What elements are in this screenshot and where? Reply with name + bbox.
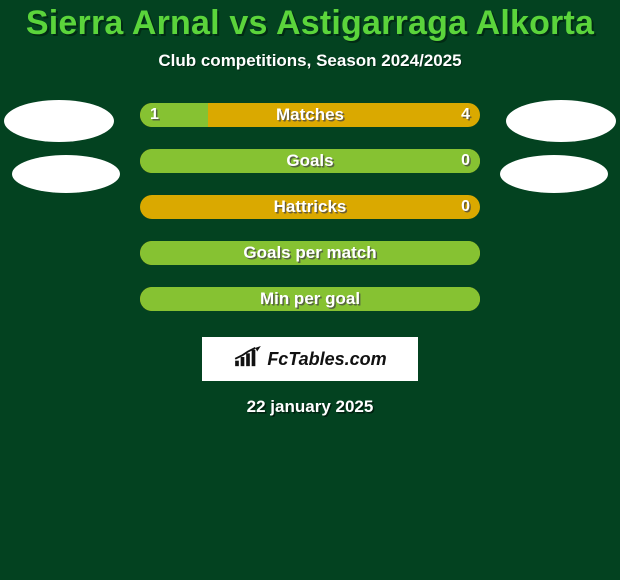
player-right-avatar-placeholder-bottom <box>500 155 608 193</box>
stat-label: Matches <box>276 105 344 124</box>
stat-label: Goals per match <box>243 243 376 262</box>
stat-left-value: 1 <box>150 103 159 127</box>
stat-label: Min per goal <box>260 289 360 308</box>
stat-row-goals-per-match: Goals per match <box>140 241 480 265</box>
stat-row-goals: Goals 0 <box>140 149 480 173</box>
footer-date: 22 january 2025 <box>0 397 620 417</box>
stat-right-value: 4 <box>461 103 470 127</box>
stat-right-value: 0 <box>461 195 470 219</box>
stat-row-min-per-goal: Min per goal <box>140 287 480 311</box>
stat-label: Hattricks <box>274 197 347 216</box>
page-subtitle: Club competitions, Season 2024/2025 <box>0 51 620 71</box>
player-left-avatar-placeholder-top <box>4 100 114 142</box>
brand-text: FcTables.com <box>267 349 386 370</box>
page-title: Sierra Arnal vs Astigarraga Alkorta <box>26 4 594 43</box>
stat-rows: 1 Matches 4 Goals 0 Hattricks 0 Goals pe… <box>140 103 480 311</box>
stat-right-value: 0 <box>461 149 470 173</box>
stat-row-matches: 1 Matches 4 <box>140 103 480 127</box>
stat-label: Goals <box>286 151 333 170</box>
brand-badge: FcTables.com <box>202 337 418 381</box>
player-left-avatar-placeholder-bottom <box>12 155 120 193</box>
player-right-avatar-placeholder-top <box>506 100 616 142</box>
comparison-infographic: Sierra Arnal vs Astigarraga Alkorta Club… <box>0 0 620 580</box>
stat-row-hattricks: Hattricks 0 <box>140 195 480 219</box>
brand-chart-icon <box>233 346 263 373</box>
stats-area: 1 Matches 4 Goals 0 Hattricks 0 Goals pe… <box>0 103 620 311</box>
